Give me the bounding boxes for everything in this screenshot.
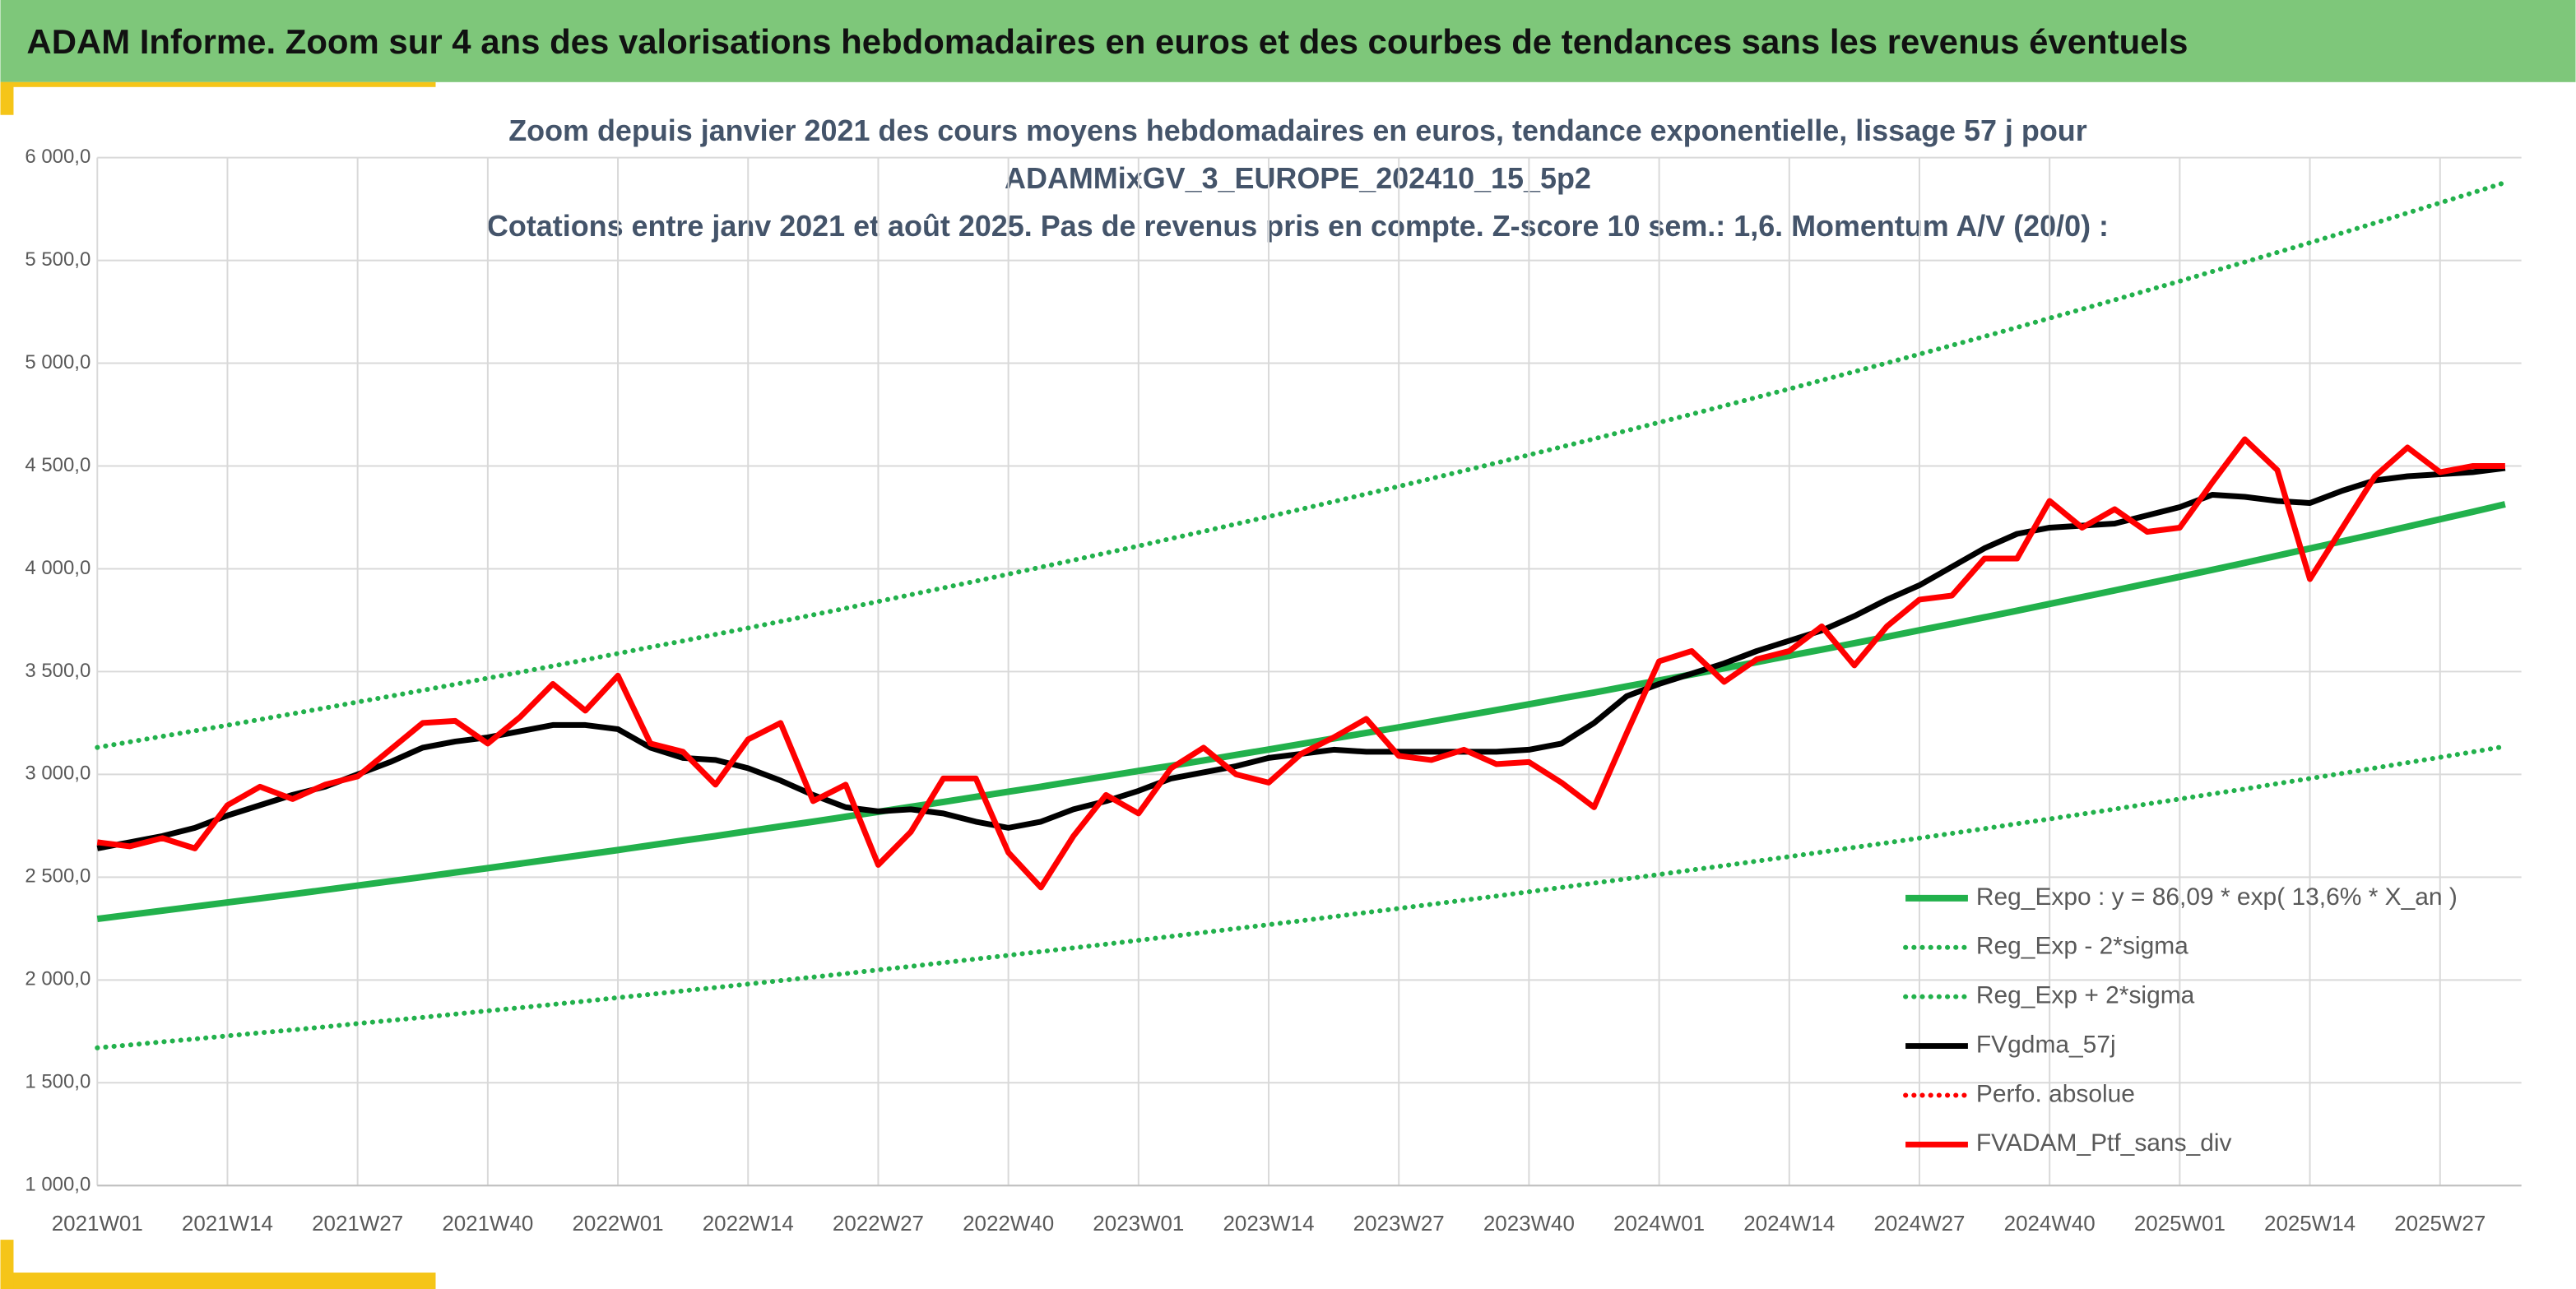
legend-label: FVgdma_57j: [1976, 1031, 2116, 1058]
x-tick-label: 2025W27: [2394, 1212, 2485, 1236]
y-tick-label: 5 000,0: [25, 351, 91, 373]
y-tick-label: 2 000,0: [25, 968, 91, 990]
series-line: [95, 744, 2508, 1050]
x-tick-label: 2022W14: [703, 1212, 794, 1236]
x-tick-label: 2022W40: [963, 1212, 1054, 1236]
legend-label: Reg_Exp + 2*sigma: [1976, 982, 2195, 1009]
header-title: ADAM Informe. Zoom sur 4 ans des valoris…: [26, 22, 2188, 61]
y-tick-label: 6 000,0: [25, 146, 91, 168]
accent: [0, 1273, 436, 1289]
x-tick-label: 2022W27: [833, 1212, 924, 1236]
header-bar: [0, 0, 2576, 82]
accent: [0, 1240, 14, 1289]
x-tick-label: 2024W14: [1743, 1212, 1835, 1236]
x-tick-label: 2024W27: [1873, 1212, 1965, 1236]
x-tick-label: 2021W27: [312, 1212, 403, 1236]
y-tick-label: 4 500,0: [25, 454, 91, 476]
x-tick-label: 2024W01: [1613, 1212, 1705, 1236]
x-tick-label: 2023W27: [1353, 1212, 1445, 1236]
y-tick-label: 3 000,0: [25, 763, 91, 785]
legend-label: Reg_Expo : y = 86,09 * exp( 13,6% * X_an…: [1976, 883, 2458, 911]
y-tick-label: 1 500,0: [25, 1071, 91, 1093]
accent: [0, 81, 436, 87]
x-tick-label: 2023W14: [1223, 1212, 1314, 1236]
x-tick-label: 2023W40: [1483, 1212, 1575, 1236]
x-tick-label: 2023W01: [1093, 1212, 1184, 1236]
y-tick-label: 2 500,0: [25, 865, 91, 888]
x-tick-label: 2024W40: [2004, 1212, 2096, 1236]
series-line: [96, 436, 2505, 891]
x-tick-label: 2025W01: [2134, 1212, 2226, 1236]
chart-title: Zoom depuis janvier 2021 des cours moyen…: [508, 114, 2086, 147]
y-tick-label: 1 000,0: [25, 1174, 91, 1196]
chart-title: Cotations entre janv 2021 et août 2025. …: [487, 209, 2109, 243]
accent: [0, 81, 14, 115]
chart-title: ADAMMixGV_3_EUROPE_202410_15_5p2: [1005, 161, 1591, 195]
legend-label: Perfo. absolue: [1976, 1080, 2135, 1107]
x-tick-label: 2025W14: [2264, 1212, 2356, 1236]
y-tick-label: 3 500,0: [25, 660, 91, 682]
x-tick-label: 2021W14: [182, 1212, 273, 1236]
x-tick-label: 2021W40: [442, 1212, 533, 1236]
y-tick-label: 4 000,0: [25, 557, 91, 579]
legend-label: Reg_Exp - 2*sigma: [1976, 933, 2188, 960]
x-tick-label: 2022W01: [573, 1212, 664, 1236]
legend-label: FVADAM_Ptf_sans_div: [1976, 1129, 2232, 1157]
series-line: [96, 501, 2506, 923]
y-tick-label: 5 500,0: [25, 248, 91, 271]
x-tick-label: 2021W01: [52, 1212, 143, 1236]
